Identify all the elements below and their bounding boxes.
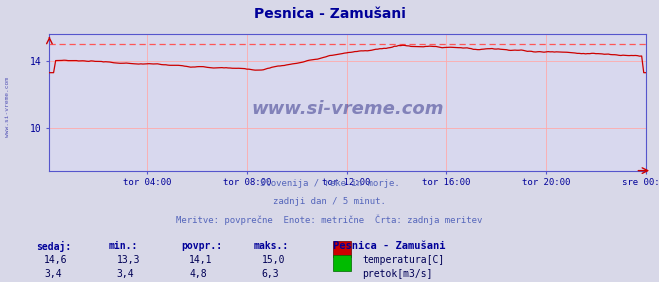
Text: 14,6: 14,6 — [44, 255, 68, 265]
Text: www.si-vreme.com: www.si-vreme.com — [5, 77, 11, 137]
Text: 3,4: 3,4 — [117, 269, 134, 279]
Text: 15,0: 15,0 — [262, 255, 285, 265]
Text: maks.:: maks.: — [254, 241, 289, 251]
Text: Pesnica - Zamušani: Pesnica - Zamušani — [333, 241, 445, 251]
Text: temperatura[C]: temperatura[C] — [362, 255, 445, 265]
Text: 14,1: 14,1 — [189, 255, 213, 265]
Text: sedaj:: sedaj: — [36, 241, 71, 252]
Text: Pesnica - Zamušani: Pesnica - Zamušani — [254, 7, 405, 21]
Text: 13,3: 13,3 — [117, 255, 140, 265]
Text: zadnji dan / 5 minut.: zadnji dan / 5 minut. — [273, 197, 386, 206]
Text: Meritve: povprečne  Enote: metrične  Črta: zadnja meritev: Meritve: povprečne Enote: metrične Črta:… — [177, 214, 482, 224]
Text: povpr.:: povpr.: — [181, 241, 222, 251]
Text: min.:: min.: — [109, 241, 138, 251]
Text: 4,8: 4,8 — [189, 269, 207, 279]
Text: Slovenija / reke in morje.: Slovenija / reke in morje. — [260, 179, 399, 188]
Text: pretok[m3/s]: pretok[m3/s] — [362, 269, 433, 279]
Text: 3,4: 3,4 — [44, 269, 62, 279]
Text: www.si-vreme.com: www.si-vreme.com — [251, 100, 444, 118]
Text: 6,3: 6,3 — [262, 269, 279, 279]
